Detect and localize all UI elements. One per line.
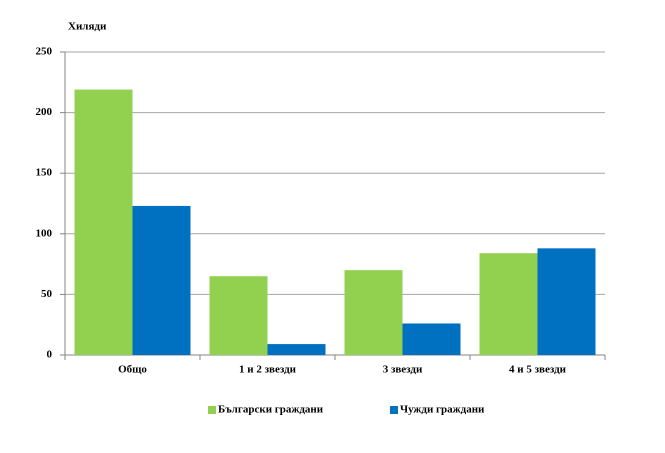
- x-tick-label: 1 и 2 звезди: [239, 364, 297, 376]
- legend-label: Чужди граждани: [400, 404, 485, 416]
- y-tick-label: 150: [36, 167, 53, 179]
- bar: [74, 89, 133, 356]
- x-tick-label: 3 звезди: [383, 364, 423, 376]
- y-tick-label: 0: [47, 349, 53, 361]
- bar: [132, 205, 191, 355]
- bar: [267, 344, 326, 355]
- legend-swatch: [208, 406, 216, 414]
- legend-label: Български граждани: [218, 404, 324, 416]
- bar: [344, 270, 403, 355]
- x-tick-label: Общо: [118, 364, 147, 376]
- x-tick-label: 4 и 5 звезди: [509, 364, 567, 376]
- y-tick-label: 50: [41, 288, 53, 300]
- bar: [479, 253, 538, 355]
- bar: [537, 248, 596, 355]
- y-tick-label: 250: [36, 46, 53, 58]
- y-tick-label: 200: [36, 106, 53, 118]
- bar: [402, 323, 461, 355]
- bar: [209, 276, 268, 355]
- y-tick-label: 100: [36, 227, 53, 239]
- legend-swatch: [390, 406, 398, 414]
- y-axis-label: Хиляди: [68, 21, 107, 33]
